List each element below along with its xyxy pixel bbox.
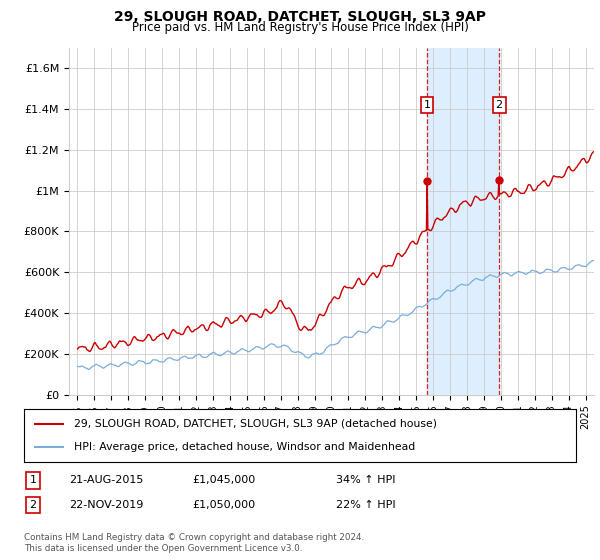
Text: Price paid vs. HM Land Registry's House Price Index (HPI): Price paid vs. HM Land Registry's House … [131, 21, 469, 34]
Bar [427, 48, 499, 395]
Text: 22-NOV-2019: 22-NOV-2019 [69, 500, 143, 510]
Text: 1: 1 [29, 475, 37, 486]
Text: £1,045,000: £1,045,000 [192, 475, 255, 486]
Text: HPI: Average price, detached house, Windsor and Maidenhead: HPI: Average price, detached house, Wind… [74, 442, 415, 452]
Text: 34% ↑ HPI: 34% ↑ HPI [336, 475, 395, 486]
Text: 21-AUG-2015: 21-AUG-2015 [69, 475, 143, 486]
Text: £1,050,000: £1,050,000 [192, 500, 255, 510]
Text: 2: 2 [496, 100, 503, 110]
Text: 1: 1 [424, 100, 431, 110]
Text: 22% ↑ HPI: 22% ↑ HPI [336, 500, 395, 510]
Text: 29, SLOUGH ROAD, DATCHET, SLOUGH, SL3 9AP (detached house): 29, SLOUGH ROAD, DATCHET, SLOUGH, SL3 9A… [74, 419, 437, 429]
Text: Contains HM Land Registry data © Crown copyright and database right 2024.
This d: Contains HM Land Registry data © Crown c… [24, 533, 364, 553]
Text: 2: 2 [29, 500, 37, 510]
Text: 29, SLOUGH ROAD, DATCHET, SLOUGH, SL3 9AP: 29, SLOUGH ROAD, DATCHET, SLOUGH, SL3 9A… [114, 10, 486, 24]
